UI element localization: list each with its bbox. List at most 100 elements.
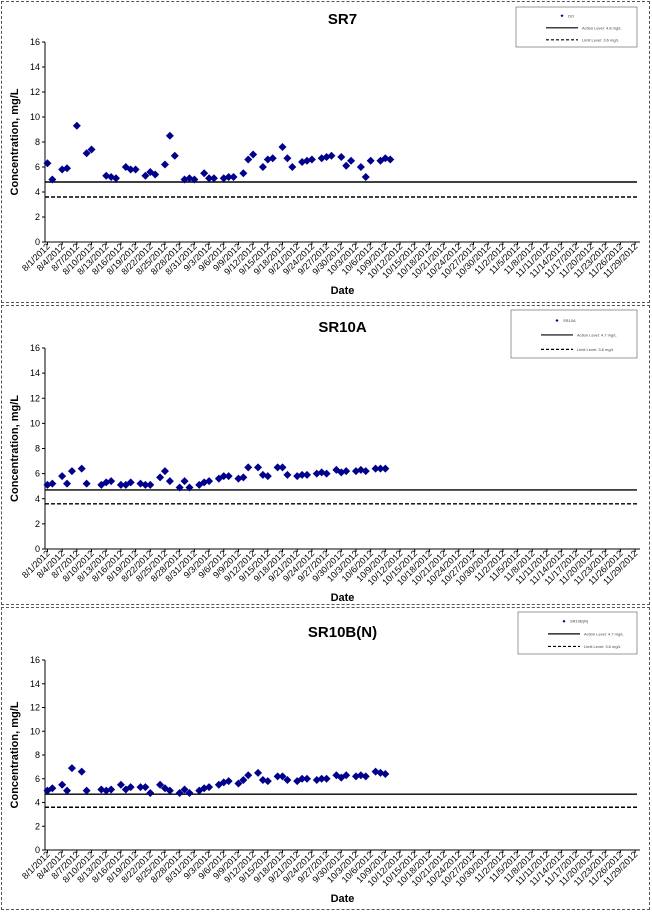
data-point xyxy=(67,467,76,476)
data-point xyxy=(302,774,311,783)
legend-action-label: Action Level: 4.7 mg/L xyxy=(577,332,617,337)
data-point xyxy=(356,163,365,171)
data-point xyxy=(298,774,307,783)
data-point xyxy=(156,473,165,482)
data-point xyxy=(366,156,375,165)
data-point xyxy=(224,777,233,786)
data-point xyxy=(381,464,390,473)
x-axis-label: Date xyxy=(331,285,355,297)
data-point xyxy=(239,169,248,178)
data-point xyxy=(175,789,184,797)
data-point xyxy=(205,477,214,486)
y-tick-label: 6 xyxy=(35,774,40,784)
y-tick-label: 12 xyxy=(30,87,40,97)
y-tick-label: 10 xyxy=(30,418,40,428)
data-point xyxy=(48,479,57,488)
data-point xyxy=(371,464,380,473)
data-point xyxy=(126,165,135,174)
data-point xyxy=(58,780,67,789)
data-point xyxy=(229,173,238,181)
y-tick-label: 4 xyxy=(35,798,40,808)
legend-action-label: Action Level: 4.7 mg/L xyxy=(584,631,624,636)
data-point xyxy=(146,789,155,797)
data-point xyxy=(190,175,199,184)
legend-limit-label: Limit Level: 3.6 mg/L xyxy=(577,347,615,352)
data-point xyxy=(342,771,351,780)
chart-title: SR7 xyxy=(328,11,357,28)
data-point xyxy=(126,478,135,487)
data-point xyxy=(268,154,277,163)
data-point xyxy=(131,165,140,174)
y-axis-label: Concentration, mg/L xyxy=(9,701,21,808)
data-point xyxy=(337,153,346,161)
chart-title: SR10A xyxy=(318,319,367,336)
data-point xyxy=(116,780,125,789)
data-point xyxy=(205,783,214,792)
y-tick-label: 12 xyxy=(30,703,40,713)
data-point xyxy=(107,785,116,794)
y-tick-label: 14 xyxy=(30,679,40,689)
data-point xyxy=(82,149,91,158)
legend-box xyxy=(510,309,638,359)
data-point xyxy=(347,156,356,165)
data-point xyxy=(273,772,282,781)
data-point xyxy=(283,470,292,479)
data-point xyxy=(82,786,91,795)
x-axis-label: Date xyxy=(331,893,355,905)
y-tick-label: 8 xyxy=(35,750,40,760)
data-point xyxy=(63,479,72,488)
chart-title: SR10B(N) xyxy=(308,624,377,641)
data-point xyxy=(136,783,145,792)
data-point xyxy=(273,463,282,472)
data-point xyxy=(170,151,179,160)
data-point xyxy=(165,786,174,795)
chart-sr10bn: SR10B(N) 0 2 4 6 8 10 12 14 16 Concentration, mg/L… xyxy=(9,611,640,905)
data-point xyxy=(356,465,365,474)
data-point xyxy=(317,774,326,783)
y-tick-label: 16 xyxy=(30,655,40,665)
data-point xyxy=(244,463,253,472)
data-point xyxy=(327,151,336,160)
y-tick-label: 16 xyxy=(30,37,40,47)
data-point xyxy=(160,467,169,476)
data-point xyxy=(361,173,370,181)
y-tick-label: 4 xyxy=(35,187,40,197)
data-point xyxy=(234,779,243,788)
legend-series-label: SR10A xyxy=(563,318,576,323)
data-point xyxy=(165,131,174,140)
data-point xyxy=(249,150,258,159)
data-point xyxy=(87,145,96,154)
data-point xyxy=(302,470,311,479)
data-point xyxy=(219,472,228,481)
y-tick-label: 6 xyxy=(35,469,40,479)
data-point xyxy=(156,780,165,789)
data-point xyxy=(58,472,67,481)
data-point xyxy=(298,470,307,479)
data-point xyxy=(67,764,76,773)
data-point xyxy=(77,464,86,473)
data-point xyxy=(146,480,155,489)
legend-limit-label: Limit Level: 3.6 mg/L xyxy=(582,37,620,42)
data-point xyxy=(82,479,91,488)
data-point xyxy=(381,770,390,778)
data-point xyxy=(288,163,297,171)
data-point xyxy=(160,160,169,169)
y-tick-label: 0 xyxy=(35,845,40,855)
data-point xyxy=(224,173,233,181)
y-tick-label: 2 xyxy=(35,212,40,222)
data-point xyxy=(263,472,272,481)
data-point xyxy=(386,155,395,164)
data-point xyxy=(322,774,331,783)
legend-marker xyxy=(555,319,559,323)
data-point xyxy=(254,463,263,472)
data-point xyxy=(254,768,263,777)
chart-panel-sr10bn: SR10B(N) 0 2 4 6 8 10 12 14 16 Concentration, mg/L… xyxy=(1,607,650,910)
data-point xyxy=(141,480,150,489)
y-tick-label: 10 xyxy=(30,112,40,122)
legend-box xyxy=(517,611,638,655)
data-point xyxy=(48,175,57,184)
data-point xyxy=(116,480,125,489)
data-point xyxy=(332,465,341,474)
